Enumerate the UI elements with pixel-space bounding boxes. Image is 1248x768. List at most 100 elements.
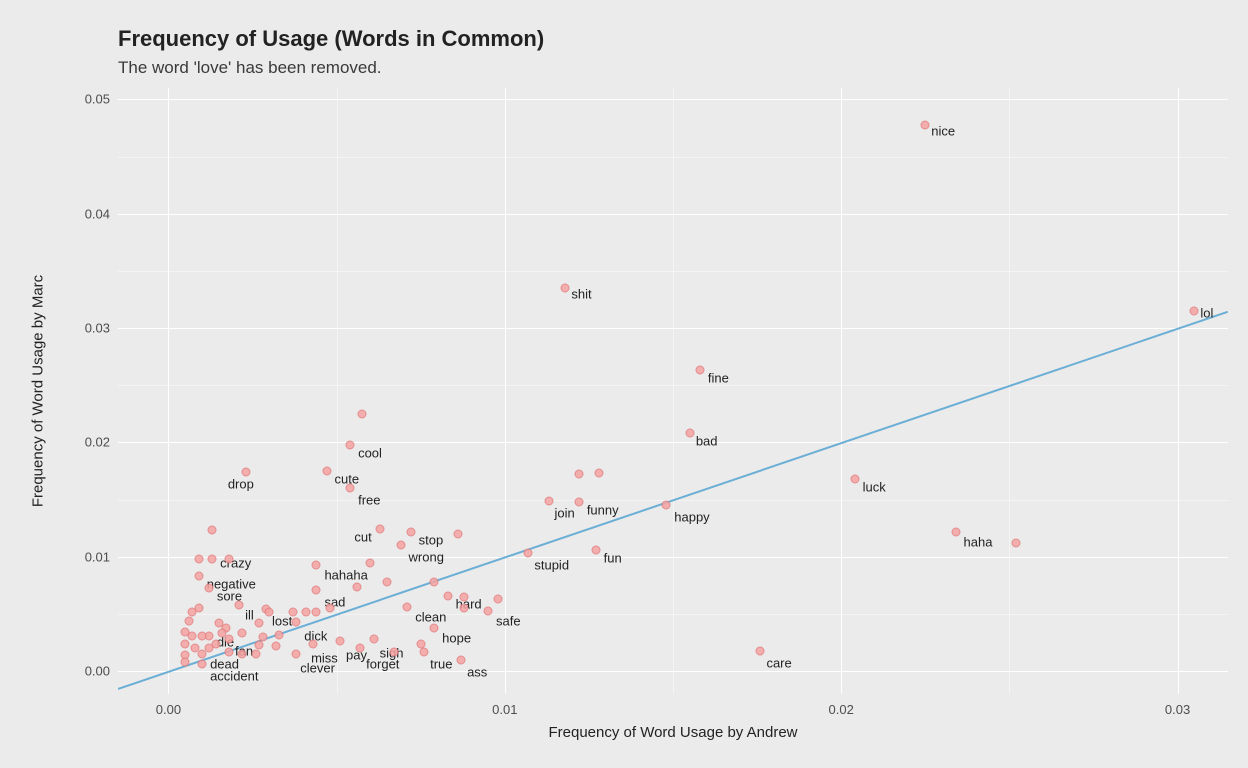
point-label: shit [571,287,591,302]
data-point [369,635,378,644]
point-label: fine [708,371,729,386]
data-point [204,583,213,592]
data-point [524,549,533,558]
data-point [1012,539,1021,548]
data-point [1190,306,1199,315]
point-label: luck [863,480,886,495]
data-point [181,639,190,648]
chart-subtitle: The word 'love' has been removed. [118,58,382,78]
gridline-major-h [118,214,1228,215]
point-label: ass [467,664,487,679]
data-point [251,649,260,658]
data-point [376,525,385,534]
point-label: clever [300,660,335,675]
data-point [695,366,704,375]
x-tick-label: 0.03 [1165,702,1190,717]
data-point [198,660,207,669]
point-label: bad [696,434,718,449]
data-point [255,640,264,649]
chart-title: Frequency of Usage (Words in Common) [118,26,544,52]
y-tick-label: 0.01 [85,549,110,564]
data-point [453,529,462,538]
gridline-major-h [118,442,1228,443]
data-point [561,284,570,293]
data-point [322,467,331,476]
point-label: care [766,655,791,670]
y-tick-label: 0.00 [85,664,110,679]
data-point [951,527,960,536]
gridline-major-v [505,88,506,694]
data-point [357,409,366,418]
data-point [218,629,227,638]
data-point [238,649,247,658]
point-label: nice [931,123,955,138]
y-tick-label: 0.03 [85,321,110,336]
point-label: lol [1200,305,1213,320]
point-label: cool [358,445,382,460]
data-point [275,630,284,639]
data-point [544,496,553,505]
point-label: wrong [409,550,444,565]
data-point [574,470,583,479]
point-label: join [555,505,575,520]
point-label: drop [228,477,254,492]
point-label: hope [442,630,471,645]
data-point [194,555,203,564]
point-label: cut [354,530,371,545]
chart-container: { "canvas": { "width": 1248, "height": 7… [0,0,1248,768]
data-point [292,617,301,626]
data-point [336,637,345,646]
data-point [292,649,301,658]
x-tick-label: 0.02 [829,702,854,717]
data-point [194,572,203,581]
x-axis-label: Frequency of Word Usage by Andrew [548,724,797,741]
data-point [302,607,311,616]
point-label: clean [415,610,446,625]
data-point [238,629,247,638]
data-point [208,555,217,564]
data-point [181,628,190,637]
gridline-major-h [118,328,1228,329]
data-point [403,603,412,612]
point-label: true [430,656,452,671]
y-tick-label: 0.02 [85,435,110,450]
data-point [396,541,405,550]
data-point [383,577,392,586]
gridline-major-h [118,99,1228,100]
y-tick-label: 0.05 [85,92,110,107]
data-point [191,644,200,653]
data-point [346,484,355,493]
data-point [346,440,355,449]
point-label: ill [245,607,254,622]
data-point [457,655,466,664]
gridline-major-h [118,557,1228,558]
data-point [272,641,281,650]
data-point [443,591,452,600]
data-point [198,631,207,640]
point-label: forget [366,657,399,672]
point-label: funny [587,502,619,517]
data-point [312,585,321,594]
data-point [460,592,469,601]
plot-area: nicelolshitfinebadcoolcutedropfreeluckjo… [118,88,1228,694]
data-point [685,429,694,438]
gridline-minor-v [673,88,674,694]
data-point [756,646,765,655]
gridline-major-v [1178,88,1179,694]
x-tick-label: 0.01 [492,702,517,717]
point-label: happy [674,510,709,525]
data-point [325,604,334,613]
data-point [460,604,469,613]
data-point [591,545,600,554]
data-point [265,607,274,616]
data-point [181,657,190,666]
data-point [352,582,361,591]
point-label: fun [604,550,622,565]
data-point [225,555,234,564]
point-label: accident [210,669,258,684]
gridline-minor-h [118,157,1228,158]
point-label: lost [272,614,292,629]
data-point [255,619,264,628]
point-label: stop [419,532,444,547]
gridline-minor-v [1009,88,1010,694]
